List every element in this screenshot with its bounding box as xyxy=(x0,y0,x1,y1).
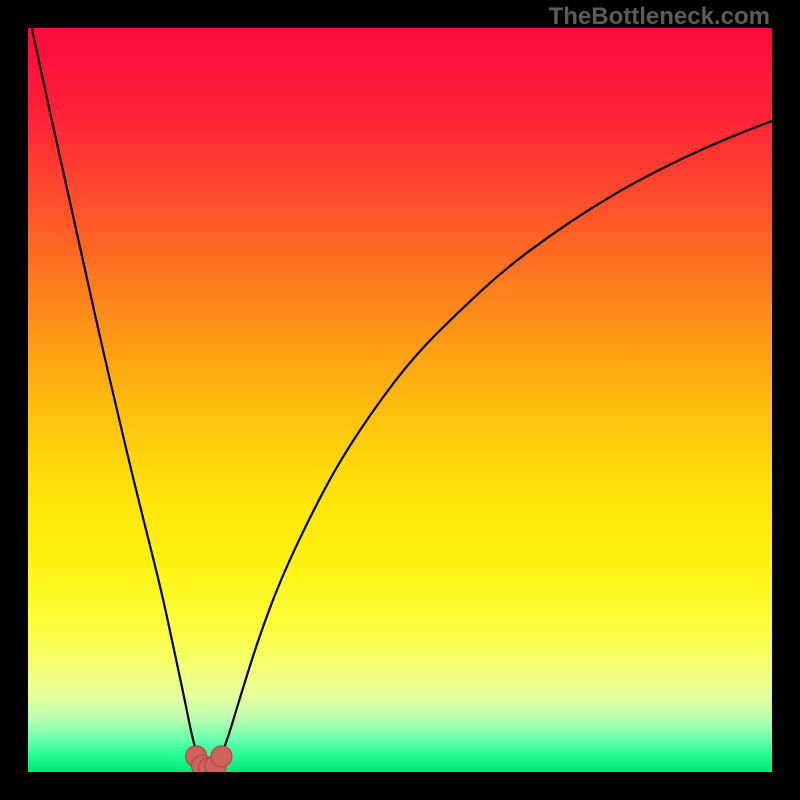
bottleneck-marker xyxy=(211,746,232,767)
plot-background xyxy=(28,28,772,772)
watermark-text: TheBottleneck.com xyxy=(549,3,770,31)
gradient-plot xyxy=(0,0,800,800)
